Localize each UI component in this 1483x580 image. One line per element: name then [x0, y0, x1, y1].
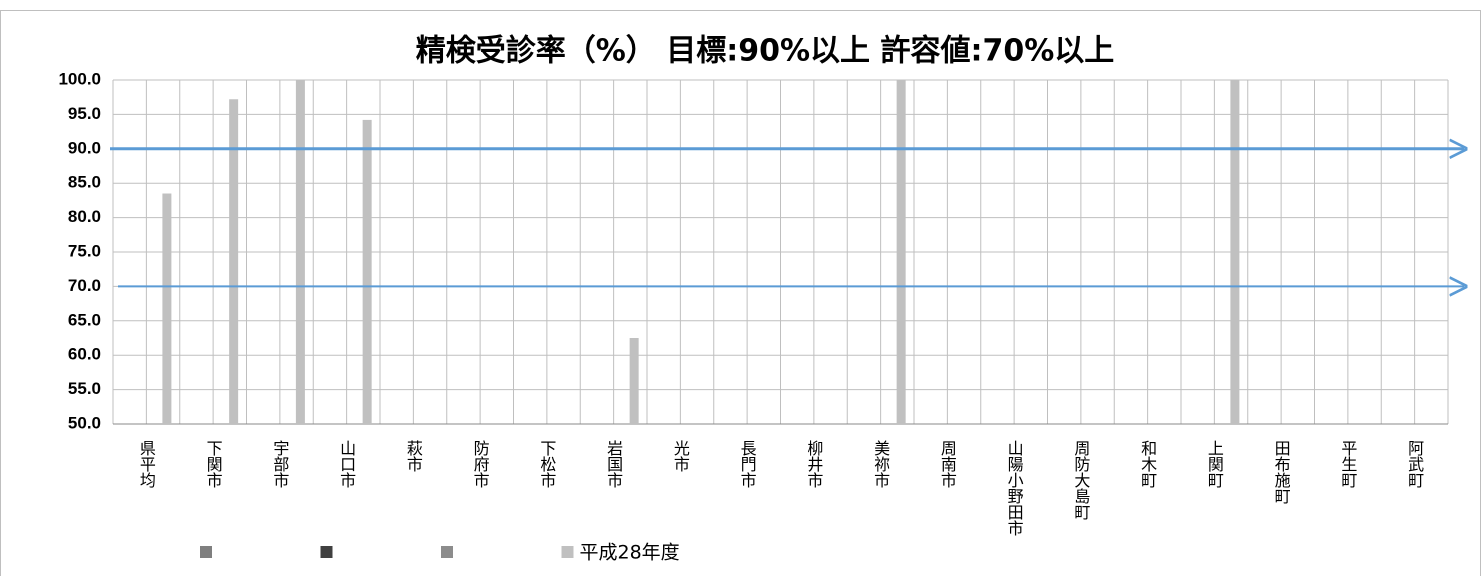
chart-border	[0, 10, 1481, 580]
x-tick-label: 山口市	[337, 440, 356, 488]
x-tick-label: 下松市	[537, 440, 556, 488]
legend-swatch	[320, 546, 333, 558]
bar	[162, 193, 172, 424]
x-tick-label: 山陽小野田市	[1005, 440, 1024, 536]
y-tick-label: 95.0	[68, 104, 101, 123]
x-tick-label: 防府市	[471, 440, 490, 488]
x-tick-label: 周防大島町	[1071, 440, 1090, 520]
legend-swatch	[561, 546, 574, 558]
x-tick-label: 長門市	[738, 440, 757, 488]
bar	[229, 99, 239, 424]
y-tick-label: 60.0	[68, 345, 101, 364]
x-tick-label: 岩国市	[604, 440, 623, 488]
x-tick-label: 和木町	[1138, 440, 1157, 488]
x-tick-label: 光市	[671, 440, 690, 472]
x-tick-label: 阿武町	[1405, 440, 1424, 488]
bar	[362, 119, 372, 424]
legend-swatch	[441, 546, 453, 558]
bar	[1230, 80, 1240, 424]
x-tick-label: 美祢市	[871, 440, 890, 488]
bar	[295, 80, 305, 424]
chart-title: 精検受診率（%） 目標:90%以上 許容値:70%以上	[416, 34, 1115, 69]
y-tick-label: 75.0	[68, 241, 101, 260]
y-tick-label: 80.0	[68, 207, 101, 226]
y-tick-label: 50.0	[68, 413, 101, 432]
x-tick-label: 宇部市	[270, 440, 289, 488]
x-tick-label: 県平均	[137, 440, 156, 489]
legend-swatch	[200, 546, 212, 558]
x-tick-label: 周南市	[938, 440, 957, 488]
y-tick-label: 55.0	[68, 379, 101, 398]
bar	[629, 338, 639, 424]
y-tick-label: 100.0	[58, 69, 101, 88]
x-tick-label: 田布施町	[1272, 440, 1291, 504]
y-tick-label: 65.0	[68, 310, 101, 329]
y-tick-label: 90.0	[68, 138, 101, 157]
y-tick-label: 85.0	[68, 173, 101, 192]
y-tick-label: 70.0	[68, 276, 101, 295]
x-tick-label: 上関町	[1205, 440, 1224, 488]
x-tick-label: 柳井市	[804, 440, 823, 488]
x-tick-label: 萩市	[404, 440, 423, 472]
x-tick-label: 平生町	[1338, 440, 1357, 488]
x-tick-label: 下関市	[204, 440, 223, 488]
legend-label: 平成28年度	[580, 542, 680, 564]
bar	[896, 80, 906, 424]
